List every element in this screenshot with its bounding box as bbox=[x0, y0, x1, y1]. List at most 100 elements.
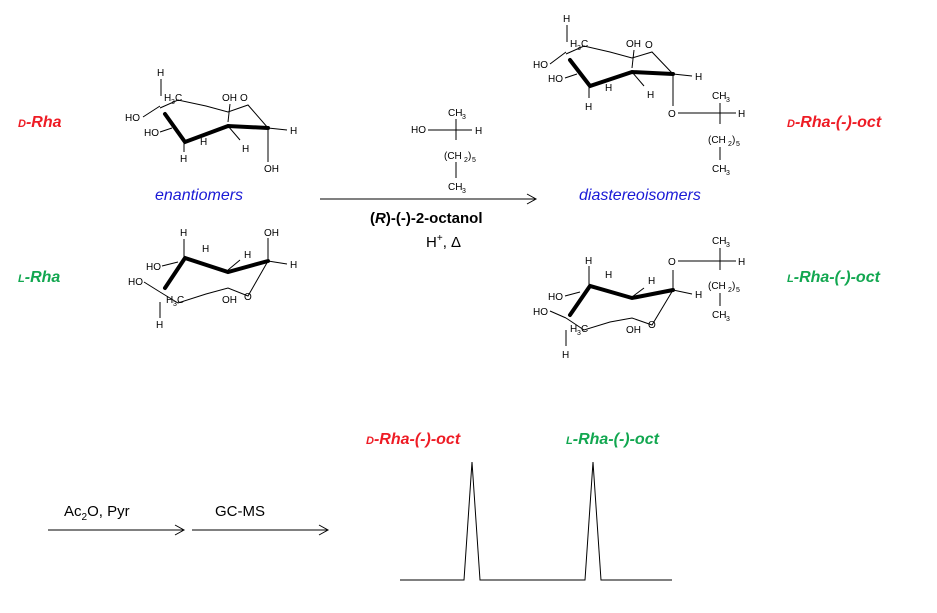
chromatogram-trace bbox=[400, 461, 672, 581]
svg-text:H: H bbox=[202, 244, 209, 255]
svg-text:O: O bbox=[645, 40, 653, 51]
diastereoisomers-heading: diastereoisomers bbox=[579, 187, 701, 204]
svg-text:H: H bbox=[475, 126, 482, 137]
svg-text:H: H bbox=[695, 290, 702, 301]
octanol-structure: CH 3 HO H (CH 2) 5 CH 3 bbox=[411, 108, 482, 195]
svg-text:HO: HO bbox=[128, 277, 143, 288]
svg-text:CH: CH bbox=[448, 182, 462, 193]
svg-text:CH: CH bbox=[712, 310, 726, 321]
svg-text:H: H bbox=[242, 144, 249, 155]
svg-text:(CH: (CH bbox=[708, 281, 726, 292]
svg-text:O: O bbox=[648, 320, 656, 331]
svg-text:CH: CH bbox=[712, 236, 726, 247]
svg-text:5: 5 bbox=[736, 287, 740, 294]
svg-text:2: 2 bbox=[464, 157, 468, 164]
svg-text:HO: HO bbox=[533, 307, 548, 318]
svg-text:H: H bbox=[695, 72, 702, 83]
svg-text:H: H bbox=[648, 276, 655, 287]
conditions-label: H+, Δ bbox=[426, 233, 461, 251]
svg-text:O: O bbox=[668, 257, 676, 268]
svg-text:(CH: (CH bbox=[708, 135, 726, 146]
svg-text:H: H bbox=[738, 257, 745, 268]
peak-d-rha-oct-label: D-Rha-(-)-oct bbox=[366, 431, 461, 448]
svg-text:H: H bbox=[585, 256, 592, 267]
svg-text:3: 3 bbox=[726, 316, 730, 323]
l-rha-oct-label: L-Rha-(-)-oct bbox=[787, 269, 881, 286]
svg-text:HO: HO bbox=[411, 125, 426, 136]
reagent-label: (R)-(-)-2-octanol bbox=[370, 210, 483, 227]
svg-text:H: H bbox=[290, 260, 297, 271]
svg-text:O: O bbox=[240, 93, 248, 104]
svg-text:C: C bbox=[175, 93, 182, 104]
svg-text:H: H bbox=[156, 320, 163, 331]
peak-l-rha-oct-label: L-Rha-(-)-oct bbox=[566, 431, 660, 448]
svg-text:): ) bbox=[732, 281, 735, 292]
svg-text:CH: CH bbox=[712, 91, 726, 102]
l-rha-label: L-Rha bbox=[18, 269, 60, 286]
svg-text:OH: OH bbox=[264, 164, 279, 175]
svg-text:H: H bbox=[570, 39, 577, 50]
svg-text:3: 3 bbox=[726, 97, 730, 104]
svg-text:3: 3 bbox=[173, 301, 177, 308]
svg-text:HO: HO bbox=[144, 128, 159, 139]
acetylation-label: Ac2O, Pyr bbox=[64, 503, 130, 523]
svg-text:): ) bbox=[468, 151, 471, 162]
svg-text:CH: CH bbox=[712, 164, 726, 175]
svg-text:3: 3 bbox=[577, 330, 581, 337]
svg-text:H: H bbox=[738, 109, 745, 120]
svg-text:3: 3 bbox=[726, 170, 730, 177]
svg-text:OH: OH bbox=[626, 325, 641, 336]
d-rha-label: D-Rha bbox=[18, 114, 62, 131]
svg-text:H: H bbox=[563, 14, 570, 25]
svg-text:H: H bbox=[605, 270, 612, 281]
svg-text:HO: HO bbox=[548, 292, 563, 303]
gcms-arrow-head bbox=[318, 524, 330, 536]
svg-text:O: O bbox=[668, 109, 676, 120]
svg-text:H: H bbox=[157, 68, 164, 79]
svg-text:H: H bbox=[200, 137, 207, 148]
svg-text:H: H bbox=[647, 90, 654, 101]
svg-text:H: H bbox=[166, 295, 173, 306]
svg-text:C: C bbox=[177, 295, 184, 306]
svg-text:C: C bbox=[581, 324, 588, 335]
svg-text:5: 5 bbox=[736, 141, 740, 148]
svg-text:O: O bbox=[244, 292, 252, 303]
svg-text:H: H bbox=[562, 350, 569, 361]
svg-text:3: 3 bbox=[462, 114, 466, 121]
enantiomers-heading: enantiomers bbox=[155, 187, 243, 204]
svg-text:H: H bbox=[605, 83, 612, 94]
svg-text:3: 3 bbox=[462, 188, 466, 195]
svg-text:OH: OH bbox=[626, 39, 641, 50]
svg-text:HO: HO bbox=[146, 262, 161, 273]
svg-text:(CH: (CH bbox=[444, 151, 462, 162]
svg-text:H: H bbox=[164, 93, 171, 104]
svg-text:5: 5 bbox=[472, 157, 476, 164]
svg-text:H: H bbox=[290, 126, 297, 137]
svg-text:HO: HO bbox=[533, 60, 548, 71]
reaction-arrow-head bbox=[526, 193, 538, 205]
svg-text:HO: HO bbox=[548, 74, 563, 85]
svg-text:OH: OH bbox=[222, 93, 237, 104]
svg-text:H: H bbox=[244, 250, 251, 261]
svg-text:C: C bbox=[581, 39, 588, 50]
svg-text:OH: OH bbox=[264, 228, 279, 239]
svg-text:3: 3 bbox=[726, 242, 730, 249]
svg-text:): ) bbox=[732, 135, 735, 146]
svg-text:H: H bbox=[180, 154, 187, 165]
d-rha-oct-label: D-Rha-(-)-oct bbox=[787, 114, 882, 131]
svg-text:2: 2 bbox=[728, 287, 732, 294]
acetylation-arrow-head bbox=[174, 524, 186, 536]
svg-text:HO: HO bbox=[125, 113, 140, 124]
svg-text:H: H bbox=[570, 324, 577, 335]
svg-text:H: H bbox=[585, 102, 592, 113]
svg-text:H: H bbox=[180, 228, 187, 239]
gcms-label: GC-MS bbox=[215, 503, 265, 520]
svg-text:CH: CH bbox=[448, 108, 462, 119]
svg-text:2: 2 bbox=[728, 141, 732, 148]
svg-text:OH: OH bbox=[222, 295, 237, 306]
